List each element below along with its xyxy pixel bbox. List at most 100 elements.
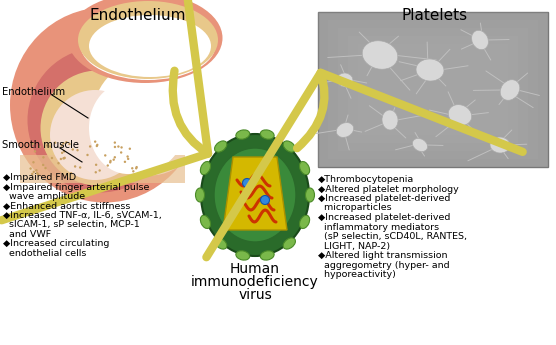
Bar bbox=[358, 44, 508, 135]
Text: ◆Increased platelet-derived: ◆Increased platelet-derived bbox=[318, 194, 450, 203]
Text: ◆Altered platelet morphology: ◆Altered platelet morphology bbox=[318, 185, 459, 194]
Circle shape bbox=[63, 150, 66, 152]
Circle shape bbox=[65, 141, 68, 144]
Circle shape bbox=[124, 161, 126, 163]
Text: ◆Increased TNF-α, IL-6, sVCAM-1,: ◆Increased TNF-α, IL-6, sVCAM-1, bbox=[3, 211, 162, 220]
Text: and VWF: and VWF bbox=[3, 230, 51, 239]
Circle shape bbox=[127, 158, 130, 160]
Ellipse shape bbox=[260, 251, 274, 260]
Circle shape bbox=[114, 146, 116, 148]
Ellipse shape bbox=[300, 215, 310, 228]
Circle shape bbox=[96, 145, 98, 147]
Circle shape bbox=[98, 169, 101, 172]
Bar bbox=[318, 12, 548, 167]
Circle shape bbox=[59, 158, 62, 160]
Circle shape bbox=[120, 151, 122, 154]
Circle shape bbox=[96, 144, 98, 146]
Ellipse shape bbox=[89, 82, 167, 174]
Circle shape bbox=[135, 167, 137, 169]
Ellipse shape bbox=[300, 161, 310, 175]
Text: ◆Enhanced aortic stiffness: ◆Enhanced aortic stiffness bbox=[3, 201, 130, 210]
Text: sICAM-1, sP selectin, MCP-1: sICAM-1, sP selectin, MCP-1 bbox=[3, 220, 140, 229]
Circle shape bbox=[32, 142, 34, 145]
Text: virus: virus bbox=[238, 288, 272, 302]
Ellipse shape bbox=[362, 41, 398, 69]
Circle shape bbox=[37, 173, 39, 176]
Ellipse shape bbox=[201, 134, 309, 256]
Text: immunodeficiency: immunodeficiency bbox=[191, 275, 319, 289]
Ellipse shape bbox=[236, 130, 250, 139]
Ellipse shape bbox=[89, 15, 211, 77]
Circle shape bbox=[38, 146, 41, 148]
FancyBboxPatch shape bbox=[20, 155, 185, 183]
Text: Human: Human bbox=[230, 262, 280, 276]
Text: ◆Altered light transmission: ◆Altered light transmission bbox=[318, 251, 448, 260]
Ellipse shape bbox=[336, 122, 354, 137]
Ellipse shape bbox=[41, 70, 156, 186]
Circle shape bbox=[120, 146, 123, 149]
Circle shape bbox=[89, 145, 91, 148]
Ellipse shape bbox=[95, 10, 225, 170]
Circle shape bbox=[62, 142, 64, 145]
Ellipse shape bbox=[305, 188, 315, 202]
Circle shape bbox=[104, 154, 106, 157]
Circle shape bbox=[57, 162, 59, 164]
Circle shape bbox=[136, 166, 138, 168]
Circle shape bbox=[61, 145, 63, 147]
Circle shape bbox=[42, 164, 44, 166]
Ellipse shape bbox=[215, 141, 227, 152]
Circle shape bbox=[33, 171, 35, 173]
Circle shape bbox=[49, 145, 51, 148]
Text: microparticles: microparticles bbox=[318, 204, 391, 213]
Circle shape bbox=[62, 157, 64, 160]
Circle shape bbox=[61, 151, 63, 154]
Text: Smooth muscle: Smooth muscle bbox=[2, 140, 79, 150]
Text: aggregometry (hyper- and: aggregometry (hyper- and bbox=[318, 260, 450, 269]
Circle shape bbox=[109, 161, 111, 164]
Text: Endothelium: Endothelium bbox=[2, 87, 65, 97]
Text: wave amplitude: wave amplitude bbox=[3, 192, 85, 201]
Bar bbox=[318, 12, 548, 167]
Text: LIGHT, NAP-2): LIGHT, NAP-2) bbox=[318, 241, 390, 250]
Text: inflammatory mediators: inflammatory mediators bbox=[318, 223, 439, 231]
Circle shape bbox=[42, 156, 44, 159]
Circle shape bbox=[72, 148, 74, 151]
Circle shape bbox=[95, 164, 97, 166]
Ellipse shape bbox=[413, 138, 428, 151]
Circle shape bbox=[113, 156, 116, 158]
Circle shape bbox=[113, 141, 116, 144]
Bar bbox=[338, 28, 528, 151]
Circle shape bbox=[79, 166, 81, 169]
Circle shape bbox=[110, 160, 112, 162]
Text: ◆Increased platelet-derived: ◆Increased platelet-derived bbox=[318, 213, 450, 222]
Bar bbox=[328, 20, 538, 159]
Circle shape bbox=[242, 178, 251, 187]
Text: ◆Increased circulating: ◆Increased circulating bbox=[3, 239, 110, 248]
Ellipse shape bbox=[92, 40, 207, 176]
Text: (sP selectin, sCD40L, RANTES,: (sP selectin, sCD40L, RANTES, bbox=[318, 232, 467, 241]
Circle shape bbox=[86, 154, 89, 156]
Circle shape bbox=[76, 149, 79, 151]
Ellipse shape bbox=[200, 161, 211, 175]
Ellipse shape bbox=[471, 30, 488, 50]
Ellipse shape bbox=[215, 238, 227, 249]
Ellipse shape bbox=[67, 0, 222, 83]
Ellipse shape bbox=[283, 141, 295, 152]
Ellipse shape bbox=[78, 1, 218, 79]
Circle shape bbox=[74, 165, 76, 168]
Text: ◆Impaired FMD: ◆Impaired FMD bbox=[3, 173, 76, 182]
Circle shape bbox=[46, 144, 48, 147]
Ellipse shape bbox=[416, 59, 444, 81]
Circle shape bbox=[128, 148, 131, 150]
Ellipse shape bbox=[50, 90, 140, 180]
Circle shape bbox=[112, 158, 115, 161]
Circle shape bbox=[107, 164, 109, 167]
Circle shape bbox=[70, 172, 72, 175]
Ellipse shape bbox=[382, 110, 398, 130]
Ellipse shape bbox=[10, 8, 200, 203]
Circle shape bbox=[34, 150, 36, 152]
Ellipse shape bbox=[260, 130, 274, 139]
Text: ◆Thrombocytopenia: ◆Thrombocytopenia bbox=[318, 175, 414, 184]
Text: Endothelium: Endothelium bbox=[90, 8, 186, 23]
Polygon shape bbox=[223, 157, 287, 230]
